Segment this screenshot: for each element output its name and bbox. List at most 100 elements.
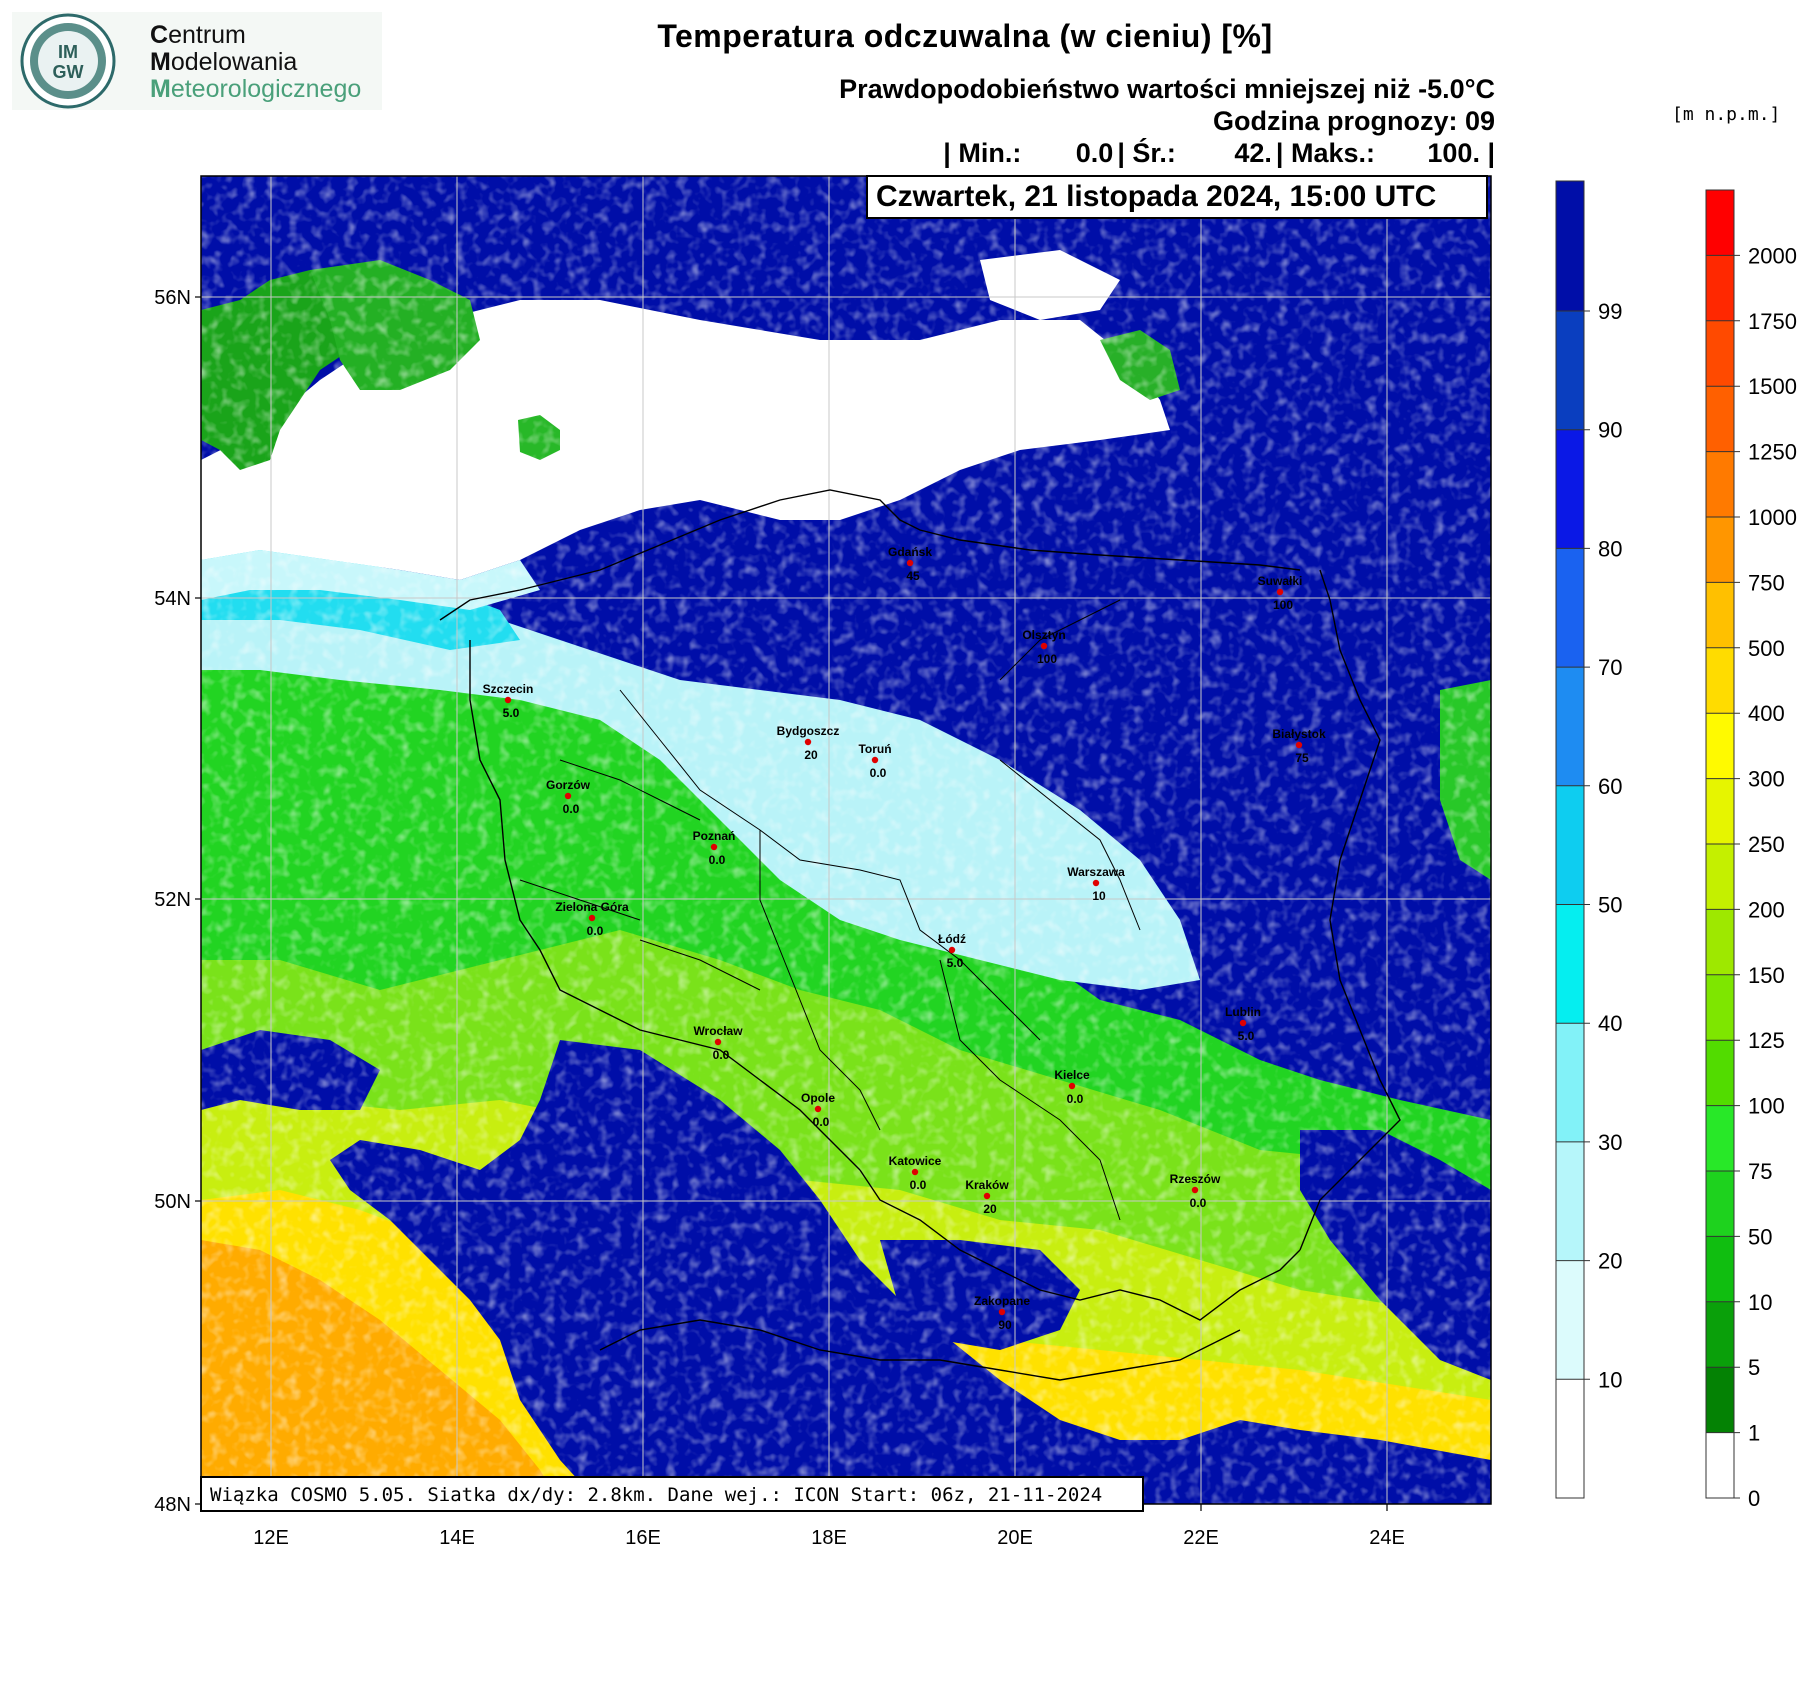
city-dot <box>1040 642 1048 650</box>
coastline-pl <box>439 489 1301 621</box>
city-dot <box>804 738 812 746</box>
prob-label: 70 <box>1598 655 1622 680</box>
terrain-label: 500 <box>1748 636 1785 661</box>
terrain-swatch <box>1706 647 1734 714</box>
city-value: 0.0 <box>1067 1092 1084 1106</box>
boundaries <box>439 489 1401 1381</box>
city-name: Zakopane <box>974 1294 1030 1308</box>
lon-label: 16E <box>625 1527 661 1549</box>
terrain-label: 400 <box>1748 701 1785 726</box>
city-marker: Lublin 5.0 <box>1225 1005 1261 1043</box>
prob-label: 40 <box>1598 1011 1622 1036</box>
prob-label: 80 <box>1598 536 1622 561</box>
city-name: Szczecin <box>483 682 534 696</box>
terrain-label: 10 <box>1748 1290 1772 1315</box>
city-value: 100 <box>1037 652 1057 666</box>
city-name: Białystok <box>1272 727 1326 741</box>
forecast-hour: Godzina prognozy: 09 <box>1212 106 1495 136</box>
city-value: 5.0 <box>1238 1029 1255 1043</box>
city-value: 75 <box>1295 751 1309 765</box>
terrain-label: 0 <box>1748 1486 1760 1511</box>
city-value: 0.0 <box>713 1048 730 1062</box>
lon-label: 18E <box>811 1527 847 1549</box>
prob-swatch <box>1556 311 1584 430</box>
terrain-swatch <box>1706 1040 1734 1106</box>
terrain-label: 1 <box>1748 1421 1760 1446</box>
city-dot <box>906 559 914 567</box>
field-grain <box>201 176 1491 1504</box>
prob-swatch <box>1556 1023 1584 1142</box>
model-info: Wiązka COSMO 5.05. Siatka dx/dy: 2.8km. … <box>200 1476 1144 1512</box>
lat-label: 52N <box>154 889 191 911</box>
terrain-swatch <box>1706 713 1734 779</box>
prob-swatch <box>1556 1260 1584 1380</box>
prob-label: 60 <box>1598 774 1622 799</box>
prob-swatch <box>1556 181 1584 311</box>
latitude-labels: 56N 54N 52N 50N 48N <box>154 287 201 1516</box>
border-pl-west <box>469 640 861 1171</box>
imgw-badge-icon: IM GW <box>20 13 116 109</box>
terrain-swatch <box>1706 778 1734 844</box>
city-value: 20 <box>804 748 818 762</box>
city-marker: Rzeszów 0.0 <box>1170 1172 1221 1210</box>
city-dot <box>1276 588 1284 596</box>
prob-label: 50 <box>1598 893 1622 918</box>
city-name: Toruń <box>858 742 891 756</box>
terrain-label: 300 <box>1748 767 1785 792</box>
city-value: 0.0 <box>1190 1196 1207 1210</box>
terrain-swatch <box>1706 844 1734 910</box>
terrain-label: 75 <box>1748 1159 1772 1184</box>
city-dot <box>1239 1019 1247 1027</box>
city-name: Łódź <box>938 932 966 946</box>
city-dot <box>504 696 512 704</box>
prob-swatch <box>1556 904 1584 1024</box>
city-dot <box>1295 741 1303 749</box>
city-value: 10 <box>1092 889 1106 903</box>
border-pl-south <box>859 1169 1301 1321</box>
city-name: Olsztyn <box>1022 628 1065 642</box>
logo-word-2: odelowania <box>170 48 298 76</box>
prob-label: 10 <box>1598 1367 1622 1392</box>
city-value: 0.0 <box>709 853 726 867</box>
max-value: 100. | <box>1427 138 1495 168</box>
city-marker: Gdańsk 45 <box>888 545 932 583</box>
terrain-legend: 2000175015001250100075050040030025020015… <box>1705 189 1797 1511</box>
city-name: Katowice <box>889 1154 942 1168</box>
lat-label: 54N <box>154 588 191 610</box>
lat-label: 48N <box>154 1494 191 1516</box>
prob-swatch <box>1556 667 1584 786</box>
terrain-swatch <box>1706 974 1734 1041</box>
map-field <box>201 176 1491 1504</box>
terrain-swatch <box>1706 1105 1734 1171</box>
avg-value: 42. <box>1234 138 1272 168</box>
city-marker: Zakopane 90 <box>974 1294 1030 1332</box>
chart-title: Temperatura odczuwalna (w cieniu) [%] <box>657 18 1273 54</box>
lat-label: 50N <box>154 1191 191 1213</box>
city-value: 0.0 <box>563 802 580 816</box>
city-name: Bydgoszcz <box>777 724 840 738</box>
prob-swatch <box>1556 1141 1584 1261</box>
city-value: 0.0 <box>587 924 604 938</box>
prob-swatch <box>1556 785 1584 905</box>
logo-badge-bottom: GW <box>53 62 84 82</box>
terrain-swatch <box>1706 386 1734 452</box>
city-dot <box>911 1168 919 1176</box>
logo-text: Centrum Modelowania Meteorologicznego <box>150 22 361 103</box>
city-dot <box>714 1038 722 1046</box>
city-name: Opole <box>801 1091 835 1105</box>
city-name: Rzeszów <box>1170 1172 1221 1186</box>
logo-initial-3: M <box>150 75 171 103</box>
city-dot <box>1092 879 1100 887</box>
lon-label: 22E <box>1183 1527 1219 1549</box>
max-label: | Maks.: <box>1275 138 1375 168</box>
terrain-swatch <box>1706 582 1734 648</box>
city-value: 5.0 <box>947 956 964 970</box>
terrain-unit: [m n.p.m.] <box>1672 104 1781 125</box>
city-name: Lublin <box>1225 1005 1261 1019</box>
logo-badge-top: IM <box>58 42 78 62</box>
city-dot <box>948 946 956 954</box>
min-label: | Min.: <box>943 138 1022 168</box>
city-value: 0.0 <box>870 766 887 780</box>
terrain-label: 5 <box>1748 1355 1760 1380</box>
